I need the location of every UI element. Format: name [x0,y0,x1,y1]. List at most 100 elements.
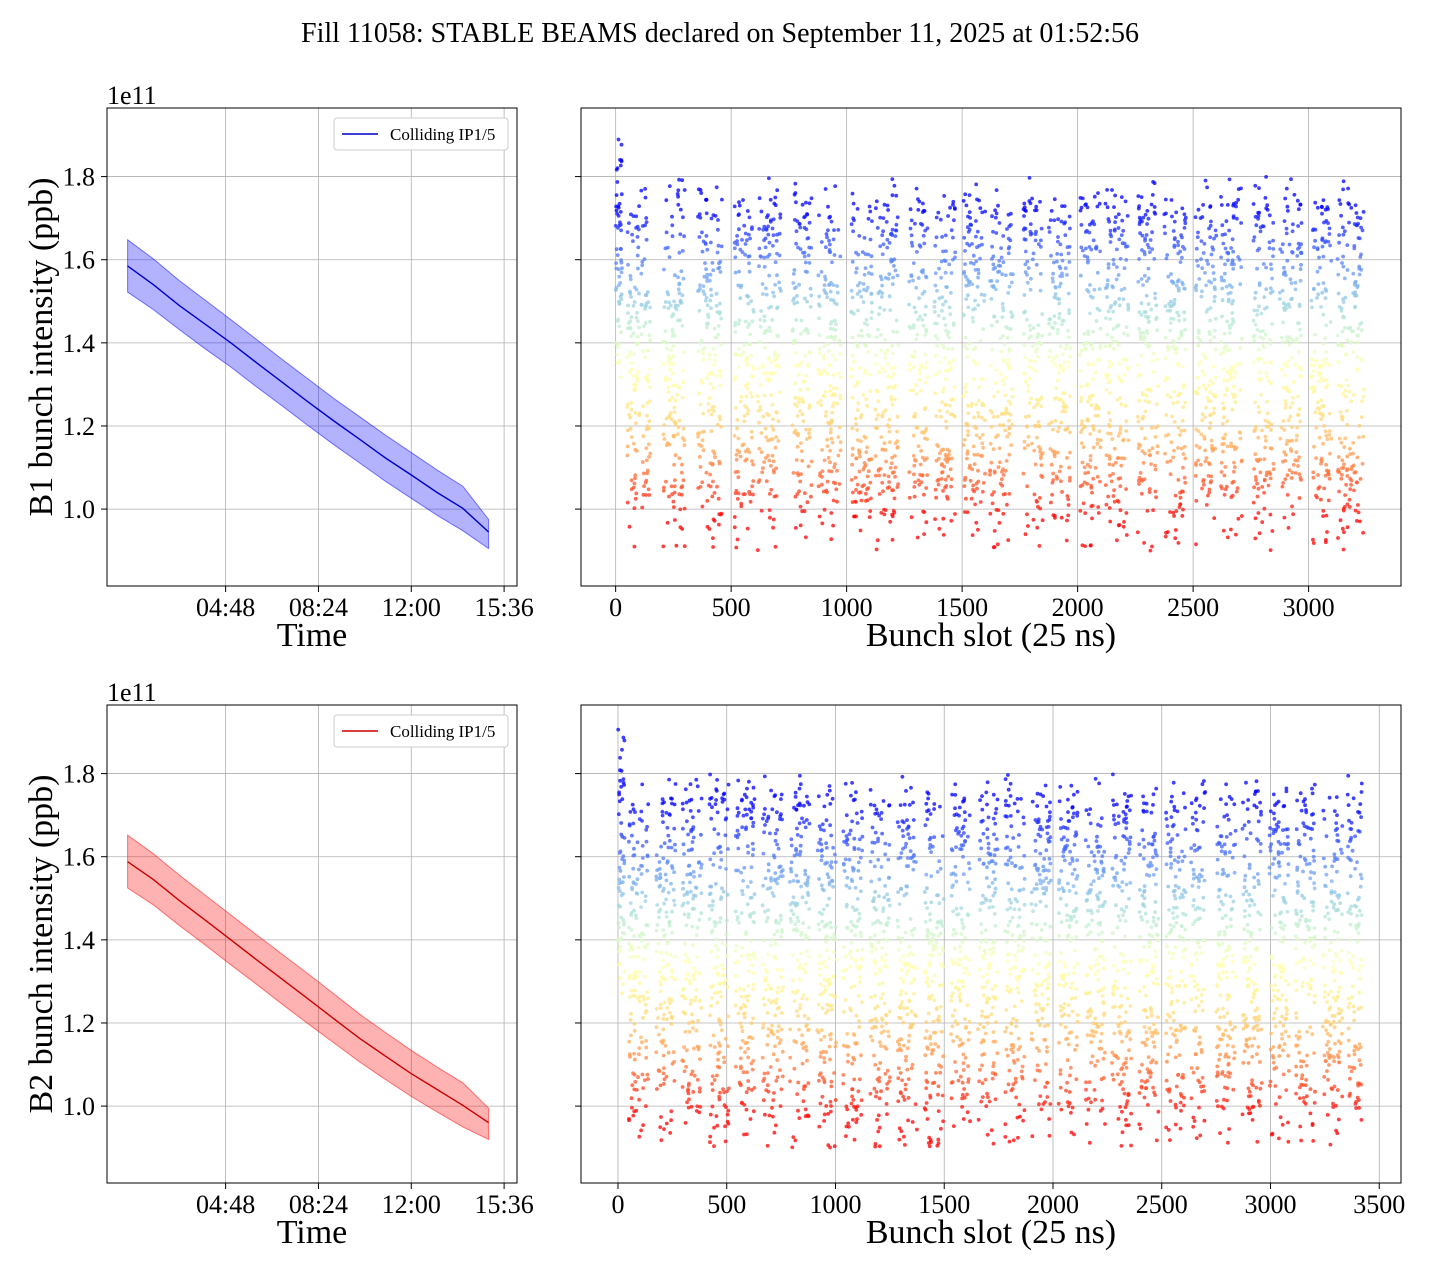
bunch-point [1106,431,1110,436]
bunch-point [1156,384,1160,388]
bunch-point [1182,212,1187,217]
bunch-point [776,353,781,358]
bunch-point [677,282,682,287]
bunch-point [1280,250,1284,255]
bunch-point [1232,460,1236,465]
bunch-point [684,1064,688,1069]
bunch-point [769,218,773,223]
bunch-point [974,182,979,187]
bunch-point [829,511,834,515]
bunch-point [1006,363,1011,367]
bunch-point [781,985,785,990]
bunch-point [792,286,797,291]
bunch-point [1039,245,1043,249]
bunch-point [1212,277,1217,282]
bunch-point [804,227,809,232]
bunch-point [717,301,722,306]
bunch-point [705,321,709,326]
bunch-point [775,1035,780,1040]
bunch-point [1091,427,1096,432]
bunch-point [799,318,804,323]
bunch-point [997,221,1002,225]
bunch-point [869,496,873,501]
b1-intensity-vs-time-axes: 04:48 08:24 12:00 15:361.01.21.41.61.8TimeB… [23,81,534,654]
bunch-point [968,222,973,227]
bunch-point [907,495,912,500]
bunch-point [809,293,814,298]
bunch-point [949,518,954,523]
bunch-point [1057,370,1061,375]
bunch-point [1004,459,1009,463]
bunch-point [630,833,634,838]
bunch-point [822,356,827,361]
bunch-point [1028,201,1033,206]
bunch-point [1055,354,1059,358]
bunch-point [933,391,937,396]
bunch-point [1291,512,1295,516]
bunch-point [824,1104,829,1108]
bunch-point [790,952,795,957]
bunch-point [1140,248,1144,252]
bunch-point [668,411,673,415]
bunch-point [1225,370,1229,375]
bunch-point [1271,221,1276,225]
bunch-point [716,973,721,977]
bunch-point [936,313,941,318]
bunch-point [1298,419,1303,424]
bunch-point [1063,233,1068,238]
bunch-point [934,215,939,220]
bunch-point [761,466,765,470]
bunch-point [935,443,939,447]
bunch-point [775,967,780,972]
bunch-point [715,1123,720,1128]
bunch-point [1208,399,1213,404]
bunch-point [1311,541,1316,545]
bunch-point [1111,327,1116,331]
bunch-point [1263,332,1268,337]
bunch-point [1355,340,1360,345]
bunch-point [1169,304,1174,308]
bunch-point [1163,335,1168,340]
bunch-point [773,260,778,265]
bunch-point [795,414,800,418]
bunch-point [719,342,723,347]
bunch-point [664,810,669,815]
bunch-point [748,236,752,241]
bunch-point [666,1050,671,1055]
bunch-point [633,1080,638,1084]
bunch-point [626,303,630,308]
bunch-point [817,928,822,932]
bunch-point [1219,203,1224,207]
bunch-point [667,255,672,259]
bunch-point [672,333,677,338]
bunch-point [1034,204,1039,209]
bunch-point [895,429,899,434]
bunch-point [1037,340,1042,345]
bunch-point [671,383,676,388]
bunch-point [1062,204,1067,209]
bunch-point [1027,401,1032,405]
bunch-point [721,967,725,971]
bunch-point [933,334,938,338]
bunch-point [838,393,843,398]
bunch-point [1055,252,1060,256]
bunch-point [1106,262,1111,266]
bunch-point [724,943,729,948]
bunch-point [821,394,826,398]
bunch-point [1051,326,1056,330]
bunch-point [666,306,671,310]
bunch-point [682,438,687,443]
bunch-point [714,291,719,296]
bunch-point [1268,446,1273,451]
bunch-point [893,384,898,388]
bunch-point [1062,318,1066,323]
bunch-point [862,287,866,292]
bunch-point [1281,301,1286,306]
bunch-point [849,374,854,379]
bunch-point [797,222,802,226]
bunch-point [750,364,755,369]
bunch-point [699,796,704,801]
bunch-point [709,1004,713,1008]
bunch-point [918,371,922,376]
bunch-point [1287,343,1292,347]
